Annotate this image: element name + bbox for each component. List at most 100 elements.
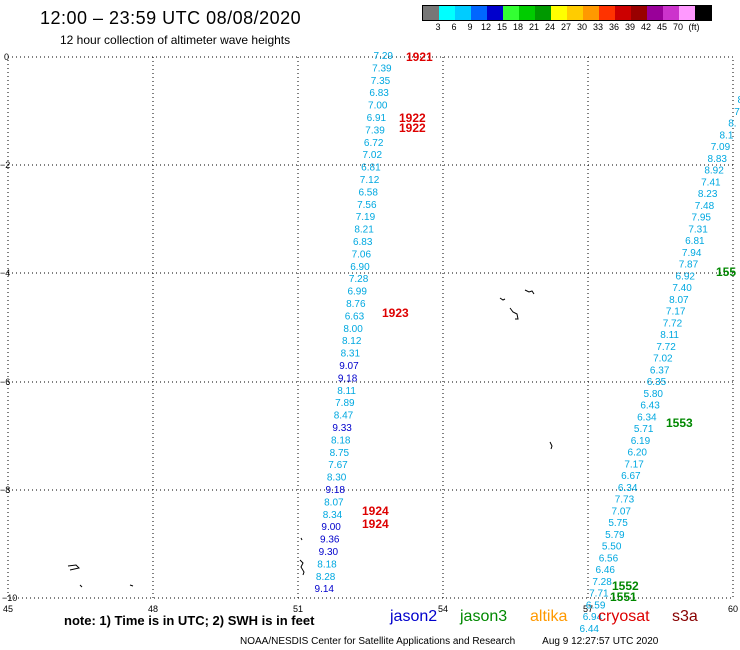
scale-label: 9	[467, 22, 473, 32]
y-tick-label: −8	[0, 485, 10, 495]
scale-swatch	[679, 6, 695, 20]
swh-value: 7.95	[692, 213, 712, 224]
swh-value: 7.02	[363, 150, 383, 161]
legend-cryosat: cryosat	[598, 608, 650, 625]
scale-swatch	[423, 6, 439, 20]
swh-value: 8.18	[317, 559, 337, 570]
swh-value: 8.07	[324, 497, 344, 508]
timestamp: Aug 9 12:27:57 UTC 2020	[542, 636, 659, 647]
pass-id-label: 1921	[406, 50, 433, 64]
island-shape	[67, 564, 80, 571]
swh-value: 6.59	[586, 600, 606, 611]
swh-value: 7	[734, 107, 740, 118]
swh-value: 8	[737, 95, 740, 106]
swh-value: 7.87	[679, 260, 699, 271]
scale-label: 36	[608, 22, 619, 32]
scale-label: 70	[672, 22, 683, 32]
swh-value: 7.39	[372, 63, 392, 74]
swh-value: 7.73	[615, 495, 635, 506]
swh-value: 8.00	[343, 324, 363, 335]
y-tick-label: −4	[0, 268, 10, 278]
swh-value: 9.36	[320, 535, 340, 546]
swh-value: 7.31	[688, 224, 708, 235]
swh-value: 9.18	[338, 373, 358, 384]
swh-value: 7.94	[682, 248, 702, 259]
page-title: 12:00 – 23:59 UTC 08/08/2020	[40, 8, 302, 28]
swh-value: 7.28	[349, 274, 369, 285]
scale-swatch	[471, 6, 487, 20]
swh-value: 6.94	[583, 612, 603, 623]
page-subtitle: 12 hour collection of altimeter wave hei…	[60, 33, 291, 47]
scale-label: 21	[528, 22, 539, 32]
swh-value: 5.75	[608, 518, 628, 529]
map-grid	[7, 56, 734, 599]
swh-value: 8.30	[327, 473, 347, 484]
swh-value: 7.39	[365, 125, 385, 136]
map-frame	[7, 56, 734, 599]
swh-value: 6.19	[631, 436, 651, 447]
scale-label: 42	[640, 22, 651, 32]
scale-swatch	[647, 6, 663, 20]
legend-jason3: jason3	[460, 608, 508, 625]
swh-value: 7.67	[328, 460, 348, 471]
scale-swatch	[583, 6, 599, 20]
swh-value: 8.75	[330, 448, 350, 459]
legend-s3a: s3a	[672, 608, 698, 625]
scale-label: 30	[576, 22, 587, 32]
axis-tick-labels: 45 48 51 54 57 60 0 −2 −4 −6 −8 −10	[0, 52, 738, 614]
scale-label: 27	[560, 22, 571, 32]
pass-id-label: 1922	[399, 111, 426, 125]
swh-value: 5.50	[602, 542, 622, 553]
swh-value: 6.44	[580, 624, 600, 635]
swh-value: 6.83	[353, 237, 373, 248]
island-shape	[79, 584, 83, 588]
swh-value: 9.18	[326, 485, 346, 496]
swh-value: 6.63	[345, 311, 365, 322]
scale-swatch	[695, 6, 711, 20]
pass-id-label: 1923	[382, 306, 409, 320]
scale-label: 3	[435, 22, 441, 32]
swh-value: 5.80	[644, 389, 664, 400]
swh-value: 7.40	[672, 283, 692, 294]
swh-value: 6.91	[367, 113, 387, 124]
scale-label: 24	[544, 22, 555, 32]
swh-value: 7.72	[656, 342, 676, 353]
scale-label: 15	[496, 22, 507, 32]
credit-text: NOAA/NESDIS Center for Satellite Applica…	[240, 636, 516, 647]
swh-value: 7.17	[624, 459, 644, 470]
footer-note: note: 1) Time is in UTC; 2) SWH is in fe…	[64, 613, 315, 628]
pass-id-label: 1922	[399, 121, 426, 135]
swh-value: 8.11	[337, 386, 356, 397]
y-tick-label: −2	[0, 160, 10, 170]
swh-value: 6.72	[364, 138, 384, 149]
swh-value: 6.20	[628, 448, 648, 459]
scale-swatch	[551, 6, 567, 20]
swh-value: 6.37	[650, 365, 670, 376]
island-shape	[129, 584, 134, 587]
swh-value: 8.34	[323, 510, 343, 521]
swh-value: 9.07	[339, 361, 359, 372]
swh-value: 7.29	[374, 51, 394, 62]
swh-value: 6.81	[685, 236, 705, 247]
pass-id-label: 1552	[612, 579, 639, 593]
island-shape	[299, 559, 305, 576]
scale-swatch	[455, 6, 471, 20]
scale-label: 12	[480, 22, 491, 32]
y-tick-label: 0	[4, 52, 9, 62]
swh-value: 7.17	[666, 307, 686, 318]
scale-swatch	[567, 6, 583, 20]
pass-id-label: 155	[716, 265, 736, 279]
swh-value: 8.12	[342, 336, 362, 347]
swh-value: 6.46	[596, 565, 616, 576]
swh-value: 6.34	[618, 483, 638, 494]
swh-value: 8.18	[331, 435, 351, 446]
swh-value: 7.72	[663, 318, 683, 329]
scale-swatch	[599, 6, 615, 20]
swh-value: 6.90	[350, 262, 370, 273]
swh-value: 8.83	[708, 154, 728, 165]
swh-value: 8.07	[669, 295, 689, 306]
swh-value: 6.67	[621, 471, 641, 482]
satellite-track-a: 7.297.397.356.837.006.917.396.727.026.81…	[315, 51, 394, 595]
scale-swatch	[439, 6, 455, 20]
